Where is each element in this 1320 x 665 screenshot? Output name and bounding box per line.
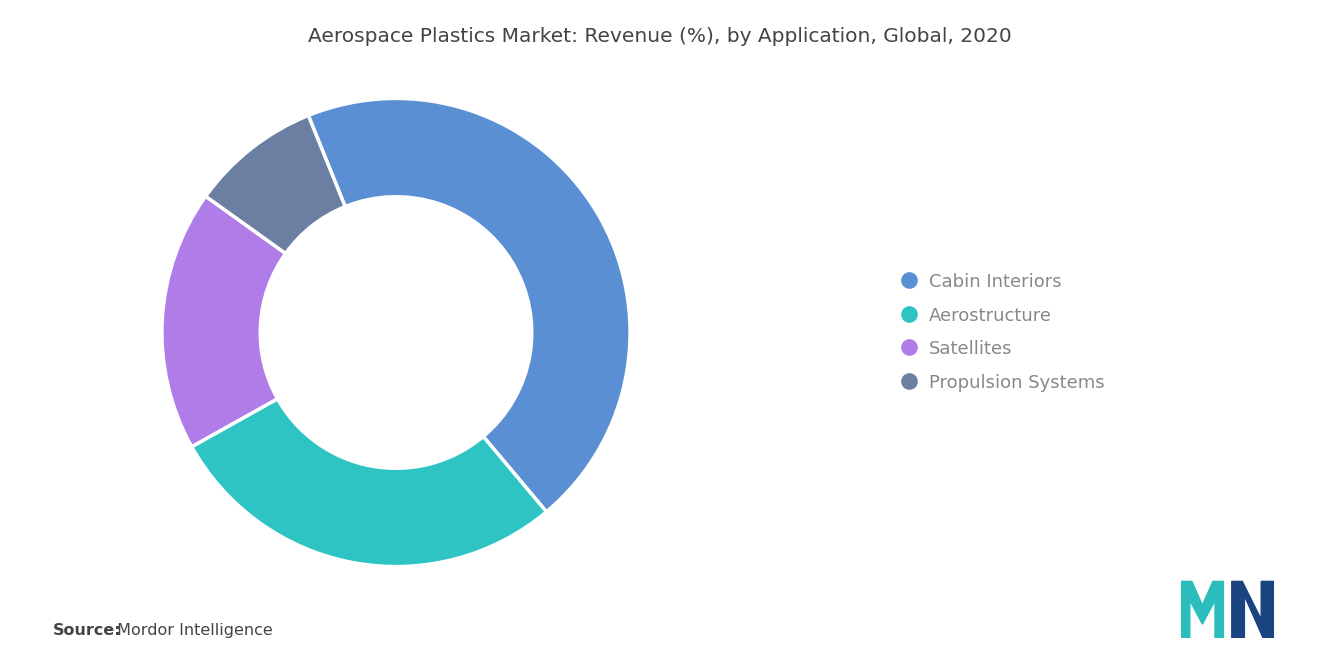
- Wedge shape: [162, 196, 285, 447]
- Polygon shape: [1232, 581, 1274, 638]
- Text: Mordor Intelligence: Mordor Intelligence: [112, 623, 273, 638]
- Wedge shape: [309, 98, 630, 512]
- Text: Source:: Source:: [53, 623, 121, 638]
- Text: Aerospace Plastics Market: Revenue (%), by Application, Global, 2020: Aerospace Plastics Market: Revenue (%), …: [308, 27, 1012, 46]
- Legend: Cabin Interiors, Aerostructure, Satellites, Propulsion Systems: Cabin Interiors, Aerostructure, Satellit…: [892, 264, 1114, 401]
- Wedge shape: [206, 116, 345, 253]
- Polygon shape: [1181, 581, 1224, 638]
- Wedge shape: [191, 399, 546, 567]
